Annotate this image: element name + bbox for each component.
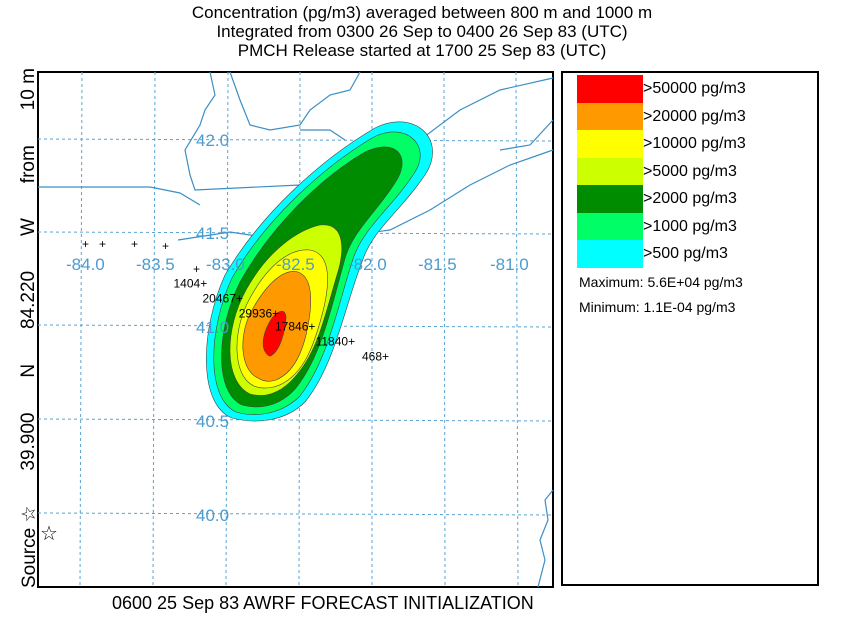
source-lat: 39.900 — [18, 412, 39, 471]
legend-item: >5000 pg/m3 — [577, 157, 737, 186]
source-star-icon: ☆ — [40, 523, 58, 545]
source-lon: 84.220 — [18, 270, 39, 329]
legend-label: >1000 pg/m3 — [643, 217, 737, 235]
footer-caption: 0600 25 Sep 83 AWRF FORECAST INITIALIZAT… — [112, 593, 534, 613]
legend-label: >5000 pg/m3 — [643, 162, 737, 180]
release-height: 10 m — [18, 68, 39, 111]
plus-marker: + — [99, 237, 106, 251]
contours — [206, 121, 433, 422]
contour-50000 — [262, 310, 287, 357]
legend-swatch — [577, 102, 643, 131]
sampler-value: 11840+ — [316, 334, 356, 348]
lat-tick-label: 41.5 — [196, 224, 229, 243]
lon-labels: -84.0 -83.5 -83.0 -82.5 -82.0 -81.5 -81.0 — [66, 255, 529, 274]
source-label: Source ☆ 39.900 N 84.220 W from 10 m — [18, 68, 41, 588]
legend-label: >10000 pg/m3 — [643, 135, 746, 152]
lon-tick-label: -82.0 — [348, 255, 387, 274]
sampler-value: 468+ — [362, 349, 389, 363]
legend-item: >50000 pg/m3 — [577, 75, 746, 103]
plus-marker: + — [162, 239, 169, 253]
lon-tick-label: -82.5 — [276, 255, 315, 274]
plus-marker: + — [193, 262, 200, 276]
legend-label: >500 pg/m3 — [643, 245, 728, 262]
sampler-value: 17846+ — [275, 319, 315, 333]
lon-tick-label: -81.0 — [490, 255, 529, 274]
lon-tick-label: -83.5 — [136, 255, 175, 274]
plus-markers: + + + + + — [82, 237, 200, 276]
plus-marker: + — [82, 237, 89, 251]
legend-label: >2000 pg/m3 — [643, 190, 737, 207]
legend-item: >500 pg/m3 — [577, 240, 728, 268]
legend-swatch — [577, 130, 643, 158]
lon-tick-label: -84.0 — [66, 255, 105, 274]
sampler-value: 1404+ — [174, 276, 208, 290]
minimum-text: Minimum: 1.1E-04 pg/m3 — [579, 299, 736, 315]
sampler-labels: 1404+20467+29936+17846+11840+ 468+ — [174, 276, 390, 363]
lon-tick-label: -83.0 — [206, 255, 245, 274]
lon-tick-label: -81.5 — [418, 255, 457, 274]
legend-swatch — [577, 185, 643, 213]
sampler-value: 20467+ — [203, 291, 243, 305]
legend-item: >20000 pg/m3 — [577, 102, 746, 131]
legend: >50000 pg/m3 >20000 pg/m3 >10000 pg/m3 >500… — [561, 71, 819, 586]
sampler-value: 29936+ — [239, 306, 279, 320]
legend-item: >10000 pg/m3 — [577, 130, 746, 158]
legend-swatch — [577, 240, 643, 268]
title-line-2: Integrated from 0300 26 Sep to 0400 26 S… — [216, 22, 628, 41]
plus-marker: + — [131, 237, 138, 251]
source-text: Source ☆ — [19, 505, 40, 588]
title-line-1: Concentration (pg/m3) averaged between 8… — [191, 3, 653, 22]
lat-hemisphere: N — [18, 363, 39, 378]
lat-tick-label: 41.0 — [196, 318, 229, 337]
legend-swatch — [577, 212, 643, 241]
legend-label: >50000 pg/m3 — [643, 80, 746, 97]
title-line-3: PMCH Release started at 1700 25 Sep 83 (… — [237, 41, 607, 60]
grid — [37, 71, 554, 588]
from-text: from — [18, 145, 39, 184]
lat-tick-label: 40.5 — [196, 412, 229, 431]
legend-swatch — [577, 75, 643, 103]
legend-label: >20000 pg/m3 — [643, 107, 746, 125]
legend-item: >1000 pg/m3 — [577, 212, 737, 241]
maximum-text: Maximum: 5.6E+04 pg/m3 — [579, 274, 743, 290]
lat-tick-label: 40.0 — [196, 506, 229, 525]
lon-hemisphere: W — [18, 218, 39, 236]
lat-labels: 42.0 41.5 41.0 40.5 40.0 — [196, 131, 229, 525]
lat-tick-label: 42.0 — [196, 131, 229, 150]
legend-item: >2000 pg/m3 — [577, 185, 737, 213]
legend-swatch — [577, 157, 643, 186]
